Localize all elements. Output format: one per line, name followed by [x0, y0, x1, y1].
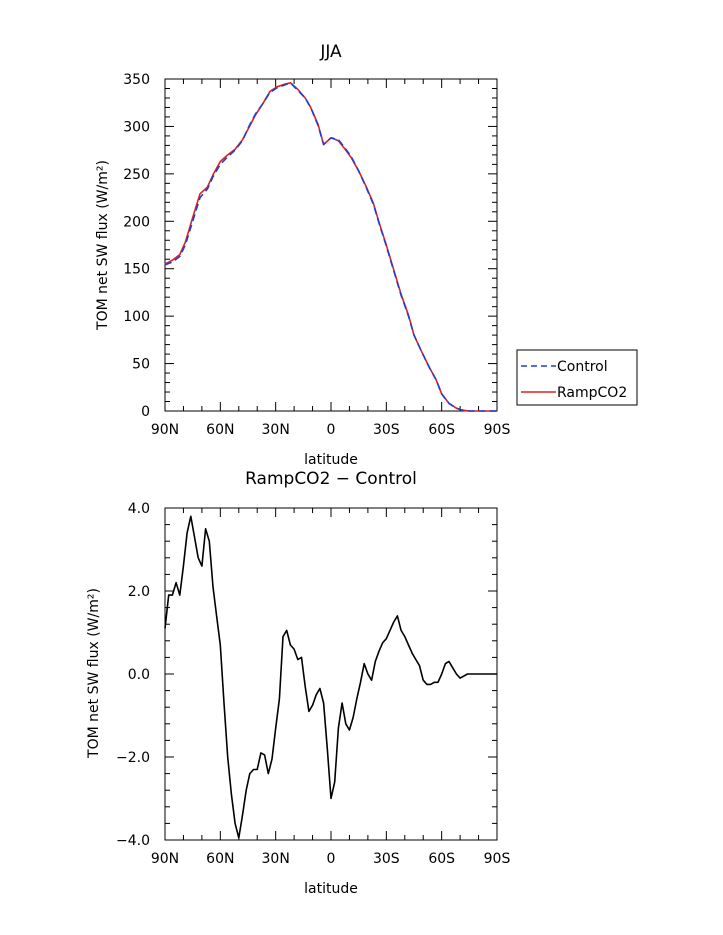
x-axis-label-difference: latitude: [304, 881, 358, 897]
x-tick-label: 30S: [373, 422, 400, 438]
series-line-rampco2: [164, 82, 497, 412]
y-tick-label: 200: [123, 214, 150, 230]
y-tick-label: 350: [123, 72, 150, 88]
x-tick-label: 90N: [151, 422, 179, 438]
x-tick-label: 90S: [484, 851, 511, 867]
y-tick-label: −4.0: [116, 833, 150, 849]
series-line-diff: [164, 515, 497, 839]
y-tick-label: 250: [123, 167, 150, 183]
x-tick-label: 30S: [373, 851, 400, 867]
y-tick-label: 2.0: [128, 584, 150, 600]
difference-panel: RampCO2 − Control 90N 60N 30N 0 30S 60S 90S −4.…: [86, 469, 510, 897]
x-tick-label: 60N: [206, 851, 234, 867]
y-axis-label-difference: TOM net SW flux (W/m²): [86, 588, 102, 759]
y-tick-label: −2.0: [116, 750, 150, 766]
y-tick-label: 50: [132, 357, 150, 373]
x-tick-label: 30N: [262, 422, 290, 438]
y-tick-label: 4.0: [128, 501, 150, 517]
x-axis-label-jja: latitude: [304, 452, 358, 468]
legend: Control RampCO2: [516, 349, 638, 406]
x-tick-label: 60S: [428, 851, 455, 867]
plot-frame: [164, 78, 498, 412]
y-tick-label: 300: [123, 119, 150, 135]
x-tick-label: 60N: [206, 422, 234, 438]
jja-plot-area: 90N 60N 30N 0 30S 60S 90S 0 50 100 150 200 250 300 350: [123, 72, 510, 438]
x-tick-label: 90N: [151, 851, 179, 867]
chart-title-difference: RampCO2 − Control: [245, 469, 417, 489]
x-tick-label: 0: [327, 851, 336, 867]
legend-box: [516, 349, 638, 406]
series-line-control: [164, 82, 497, 412]
x-tick-label: 0: [327, 422, 336, 438]
y-axis-label-jja: TOM net SW flux (W/m²): [95, 160, 111, 331]
y-tick-label: 0.0: [128, 667, 150, 683]
legend-label-control: Control: [557, 359, 608, 375]
x-tick-label: 60S: [428, 422, 455, 438]
x-tick-label: 30N: [262, 851, 290, 867]
x-tick-label: 90S: [484, 422, 511, 438]
y-tick-label: 150: [123, 262, 150, 278]
y-tick-label: 100: [123, 309, 150, 325]
legend-label-rampco2: RampCO2: [557, 385, 627, 401]
jja-panel: JJA 90N 60N 30N 0 30S 60S 90S 0 50 100 150 200 250 30…: [95, 42, 638, 468]
difference-plot-area: 90N 60N 30N 0 30S 60S 90S −4.0 −2.0 0.0 2.0 4.0: [116, 501, 510, 867]
y-tick-label: 0: [141, 404, 150, 420]
chart-title-jja: JJA: [319, 42, 342, 62]
